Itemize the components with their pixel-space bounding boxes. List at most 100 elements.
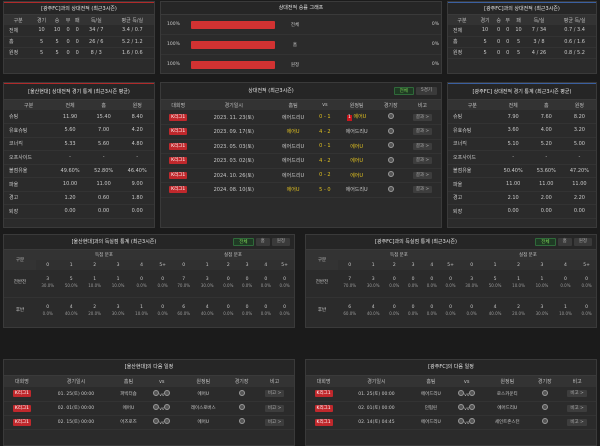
dist-count: 0 (161, 304, 165, 310)
dist-cell: 3 30.0% (361, 270, 385, 298)
stat-value: 0 (63, 47, 73, 59)
away-team: 에어U (178, 387, 228, 402)
row-label: 원정 (448, 47, 476, 59)
dist-cell: 0 0.0% (275, 270, 294, 298)
stat-value: 46.40% (120, 164, 154, 178)
table-header: 대회명 경기일시 홈팀 vs 원정팀 경기장 비고 (4, 376, 294, 387)
home-team: 에어U (272, 124, 315, 140)
dist-percent: 0.0% (223, 310, 234, 316)
dist-cell: 0 0.0% (422, 297, 441, 324)
stadium-cell (531, 415, 559, 430)
gauge-bar-track (191, 60, 275, 69)
row-label: 전체 (448, 25, 476, 37)
dist-cell: 0 0.0% (553, 270, 578, 298)
stat-value: - (529, 150, 563, 165)
home-team: 에어U (272, 182, 315, 198)
stadium-icon[interactable] (387, 142, 394, 149)
match-row[interactable]: K리그1 2023. 09. 17(토) 에어U 4 - 2 에어드리U 결과 > (161, 124, 441, 140)
goals-for-header: 득점 분포 (338, 250, 460, 260)
stadium-cell (227, 415, 256, 430)
stadium-icon[interactable] (238, 389, 245, 396)
tab-home[interactable]: 홈 (557, 238, 572, 246)
match-stats-table: 구분 전체 홈 원정 슈팅 7.90 7.60 8.20 유효슈팅 3.60 4.00 3.20 코너킥… (448, 100, 596, 219)
note-button[interactable]: 비고 > (264, 390, 285, 398)
stadium-icon[interactable] (238, 404, 245, 410)
match-row[interactable]: K리그1 2023. 03. 02(토) 에어드리U 4 - 2 에어U 결과 > (161, 153, 441, 169)
table-row: 유효슈팅 3.60 4.00 3.20 (448, 123, 596, 138)
stadium-icon[interactable] (387, 113, 394, 119)
h2h-summary-table: 구분 경기 승 무 패 득/실 평균 득/실 전체 10 10 0 0 34 / 7 3.4 / 0.7 홈… (4, 15, 154, 59)
stat-value: 8.40 (120, 110, 154, 124)
schedule-row[interactable]: K리그1 02. 01(토) 00:00 던펌린 vs 에어드리U 비고 > (306, 401, 596, 416)
dist-count: 0 (264, 304, 268, 310)
note-button[interactable]: 비고 > (567, 404, 587, 412)
column-header: 득/실 (524, 15, 554, 25)
goals-against-header: 실점 분포 (172, 250, 294, 260)
stat-value: 5 (32, 47, 51, 59)
dist-count: 0 (564, 277, 567, 283)
dist-percent: 0.0% (389, 310, 400, 316)
stat-value: 5.20 (529, 137, 563, 151)
home-team: 에어드리U (272, 139, 315, 154)
dist-cell: 7 70.0% (338, 270, 362, 298)
result-button[interactable]: 결과 > (412, 186, 433, 194)
match-date: 01. 25(토) 00:00 (341, 387, 412, 402)
dist-percent: 40.0% (488, 310, 502, 316)
schedule-row[interactable]: K리그1 02. 15(토) 00:00 어즈로즈 vs 에어U 비고 > (4, 415, 294, 430)
match-row[interactable]: K리그1 2024. 08. 10(토) 에어U 5 - 0 에어드리U 결과 > (161, 182, 441, 198)
note-button[interactable]: 비고 > (264, 404, 285, 412)
result-button[interactable]: 결과 > (412, 142, 433, 150)
stadium-icon[interactable] (387, 156, 394, 163)
dist-count: 5 (493, 277, 497, 283)
note-cell: 비고 > (255, 401, 294, 416)
tab-away[interactable]: 원정 (573, 238, 592, 246)
schedule-row[interactable]: K리그1 02. 01(토) 00:00 에어U vs 레이스로버스 비고 > (4, 401, 294, 416)
match-row[interactable]: K리그1 2024. 10. 26(토) 에어드리U 0 - 2 에어U 결과 > (161, 168, 441, 183)
stadium-icon[interactable] (387, 185, 394, 192)
note-cell: 비고 > (558, 415, 596, 430)
stadium-icon[interactable] (541, 418, 548, 424)
stat-value: - (86, 150, 121, 165)
schedule-row[interactable]: K리그1 01. 25(토) 00:00 파빅터숍 vs 에어U 비고 > (4, 387, 294, 402)
dist-cell: 4 40.0% (59, 297, 82, 324)
dist-cell: 0 0.0% (385, 297, 404, 324)
score: 0 - 1 (314, 110, 336, 125)
schedule-row[interactable]: K리그1 01. 25(토) 00:00 에어드리U vs 로스카운티 비고 > (306, 387, 596, 402)
dist-cell: 3 30.0% (530, 297, 553, 324)
tab-away[interactable]: 원정 (271, 238, 290, 246)
vs-cell: vs (450, 401, 484, 416)
gauge-bar-track (191, 20, 275, 29)
result-button[interactable]: 결과 > (412, 171, 433, 179)
tab-all[interactable]: 전체 (393, 87, 414, 95)
panel-title: [광주FC]과의 상대전적 (최근3시즌) (448, 2, 596, 15)
stadium-icon[interactable] (238, 418, 245, 424)
tab-all[interactable]: 전체 (535, 238, 556, 246)
match-row[interactable]: K리그1 2023. 05. 03(토) 에어드리U 0 - 1 에어U 결과 > (161, 139, 441, 154)
stadium-cell (227, 401, 256, 416)
league-cell: K리그1 (161, 139, 196, 154)
stat-value: 8 / 3 (81, 47, 111, 59)
schedule-row[interactable]: K리그1 02. 14(토) 04:45 에어드리U vs 세인트존스턴 비고 > (306, 415, 596, 430)
stat-value: 0.00 (529, 204, 563, 219)
dist-percent: 0.0% (241, 283, 253, 289)
column-header: 대회명 (161, 100, 196, 110)
tab-home[interactable]: 홈 (255, 238, 270, 246)
stadium-icon[interactable] (387, 171, 394, 178)
dist-cell: 0 0.0% (256, 297, 275, 324)
stadium-icon[interactable] (387, 127, 394, 134)
note-button[interactable]: 비고 > (567, 390, 587, 398)
note-button[interactable]: 비고 > (264, 418, 285, 426)
note-button[interactable]: 비고 > (567, 418, 587, 426)
gauge-bar-fill (191, 20, 275, 29)
tab-5-games[interactable]: 5경기 (415, 87, 437, 95)
row-label: 경고 (448, 191, 497, 205)
dist-count: 0 (161, 277, 165, 283)
stat-value: 0.00 (562, 204, 596, 219)
tab-all[interactable]: 전체 (233, 238, 254, 246)
result-button[interactable]: 결과 > (412, 157, 433, 165)
stadium-icon[interactable] (541, 404, 548, 410)
result-button[interactable]: 결과 > (412, 113, 433, 121)
stadium-icon[interactable] (541, 389, 548, 396)
result-button[interactable]: 결과 > (412, 128, 433, 136)
